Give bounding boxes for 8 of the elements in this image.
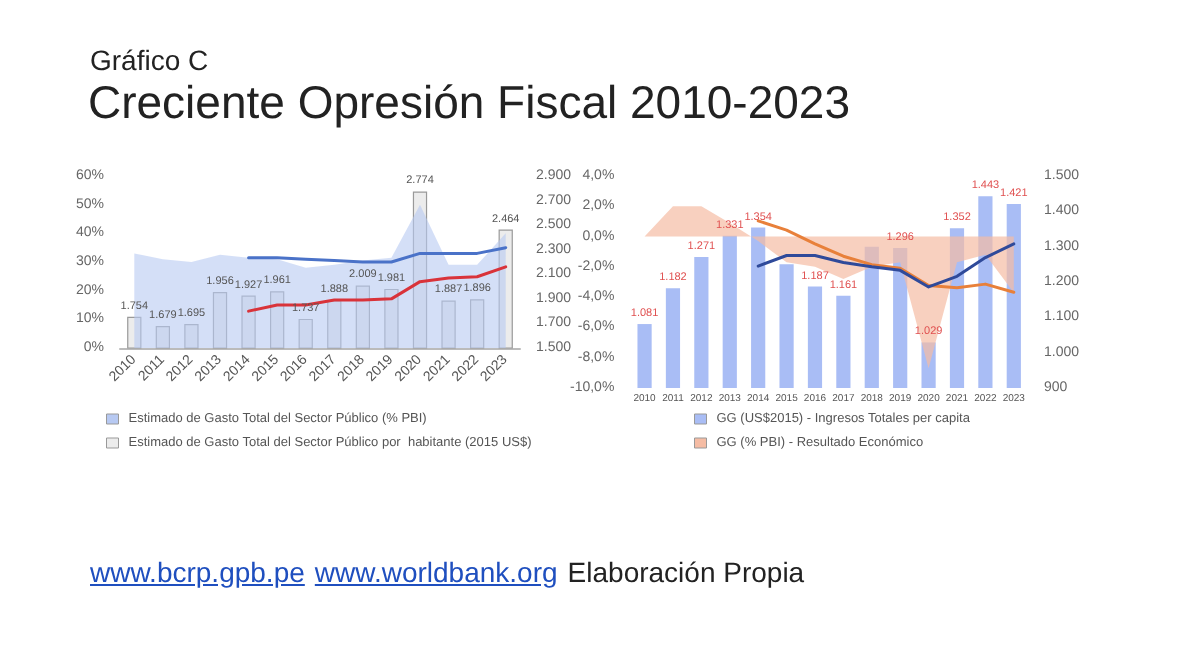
line-series — [247, 246, 508, 264]
chart-title: Gráfico C — [90, 44, 209, 76]
line-series — [756, 219, 1016, 294]
text: www.bcrp.gpb.pe — [90, 556, 305, 588]
line-series — [756, 242, 1016, 289]
text: www.worldbank.org — [314, 556, 558, 588]
chart-subtitle: Creciente Opresión Fiscal 2010-2023 — [88, 76, 850, 130]
text: Elaboración Propia — [567, 556, 805, 588]
